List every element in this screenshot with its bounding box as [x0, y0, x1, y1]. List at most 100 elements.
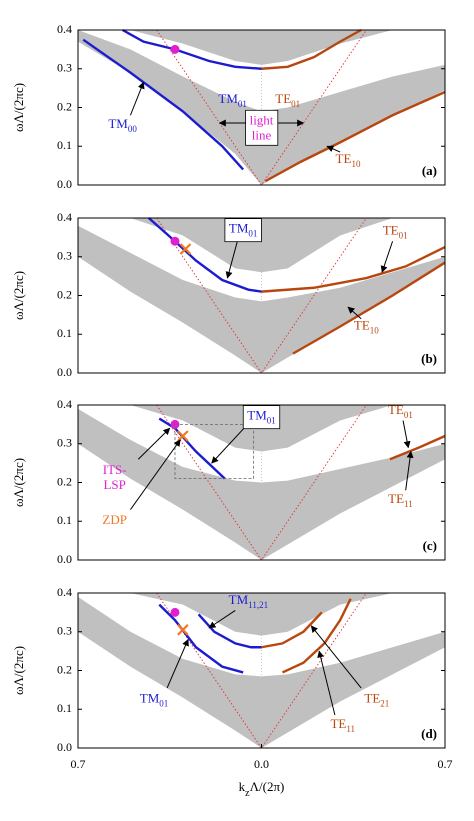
annotation-main: TM: [247, 408, 267, 423]
x-axis-title: kzΛ/(2π): [239, 779, 285, 799]
marker-dot: [170, 607, 180, 617]
y-tick-label: 0.0: [57, 552, 72, 566]
y-axis-title: ωΛ/(2πc): [11, 458, 26, 507]
y-tick-label: 0.0: [57, 365, 72, 379]
annotation-arrow: [347, 306, 362, 320]
y-tick-label: 0.1: [57, 513, 72, 527]
x-tick-label: 0.7: [438, 757, 453, 771]
marker-cross: [177, 430, 189, 442]
annotation: TE11: [317, 650, 355, 734]
x-axis-title-tail: Λ/(2π): [250, 779, 285, 794]
annotation-sub: 01: [404, 410, 413, 420]
panel-label: (c): [423, 538, 437, 553]
annotation-arrow: [137, 427, 171, 460]
annotation-box: [242, 405, 281, 430]
annotation-main: TM: [229, 221, 249, 236]
mode-curve: [264, 90, 446, 183]
annotation: ITS-LSP: [103, 427, 171, 492]
y-tick-label: 0.3: [57, 436, 72, 450]
annotation-text: TE10: [354, 317, 379, 335]
annotation-arrow: [211, 425, 247, 464]
x-axis-title-main: k: [239, 779, 246, 794]
marker-dot: [170, 44, 180, 54]
annotation-arrow: [208, 610, 236, 629]
annotation: TE10: [347, 306, 379, 336]
annotation-main: TE: [364, 691, 380, 706]
marker-cross: [179, 243, 192, 255]
y-tick-label: 0.3: [57, 61, 72, 75]
mode-curve: [261, 245, 446, 293]
annotation-arrow: [130, 439, 181, 510]
annotation-sub: 01: [238, 99, 247, 109]
y-tick-label: 0.0: [57, 740, 72, 754]
y-tick-label: 0.1: [57, 326, 72, 340]
panel-label: (a): [422, 163, 437, 178]
y-tick-label: 0.1: [57, 138, 72, 152]
annotation-text: TM01: [229, 221, 258, 239]
y-tick-label: 0.1: [57, 701, 72, 715]
zoom-box: [174, 423, 255, 480]
mode-curve: [292, 261, 446, 355]
annotation-text: line: [252, 127, 272, 142]
annotation: TE01: [388, 402, 413, 449]
y-tick-label: 0.2: [57, 99, 72, 113]
mode-curve: [158, 603, 244, 674]
mode-curve: [147, 217, 262, 293]
x-tick-label: 0.0: [254, 757, 269, 771]
annotation-text: TE01: [388, 402, 413, 420]
annotation-sub: 21: [380, 699, 389, 709]
y-axis-title: ωΛ/(2πc): [11, 646, 26, 695]
annotation-text: TM01: [247, 408, 276, 426]
annotation-box: [224, 218, 262, 243]
annotation-main: TM: [218, 91, 238, 106]
annotation-text: TE11: [388, 491, 413, 509]
annotation-text: TE21: [364, 691, 389, 709]
light-line: [156, 217, 367, 374]
band-region: [78, 596, 445, 748]
y-tick-label: 0.2: [57, 287, 72, 301]
annotation-arrow: [166, 638, 189, 689]
y-tick-label: 0.4: [57, 210, 72, 224]
annotation: TM01: [140, 638, 189, 709]
annotation-arrow: [129, 81, 145, 116]
annotation-text: ITS-: [103, 462, 127, 477]
light-line: [156, 592, 367, 749]
annotation-sub: 10: [370, 326, 380, 336]
annotation: ZDP: [102, 439, 181, 527]
annotation-text: TM00: [108, 116, 137, 134]
annotation: TE10: [326, 145, 361, 169]
y-axis-title: ωΛ/(2πc): [11, 271, 26, 320]
band-region: [78, 408, 445, 560]
annotation-text: ZDP: [102, 512, 127, 527]
light-line: [156, 404, 367, 561]
annotation-arrow: [326, 145, 341, 153]
annotation-main: TE: [388, 491, 404, 506]
annotation-sub: 11: [404, 499, 413, 509]
annotation-text: TE01: [275, 91, 300, 109]
mode-curve: [389, 434, 446, 461]
panel-label: (b): [421, 351, 437, 366]
annotation-text: light: [250, 112, 274, 127]
annotation: TM00: [108, 81, 145, 134]
band-region: [78, 225, 445, 373]
annotation-main: TM: [229, 592, 249, 607]
annotation-arrow: [310, 625, 362, 689]
panel: 0.0 0.1 0.2 0.3 0.4 0.7 0.0 0.7 ωΛ/(2πc) (d) kzΛ/(…: [11, 585, 453, 799]
panel-label: (d): [421, 726, 437, 741]
annotation-main: TE: [275, 91, 291, 106]
annotation: TE01: [275, 91, 300, 109]
annotation-text: LSP: [103, 477, 125, 492]
marker-dot: [170, 236, 180, 246]
y-tick-label: 0.4: [57, 397, 72, 411]
annotation: TE21: [310, 625, 389, 709]
annotation-text: TM01: [140, 691, 169, 709]
annotation-main: TM: [108, 116, 128, 131]
annotation: TM01: [211, 405, 281, 464]
y-tick-label: 0.2: [57, 662, 72, 676]
y-tick-label: 0.2: [57, 474, 72, 488]
annotation-arrow: [225, 239, 239, 279]
